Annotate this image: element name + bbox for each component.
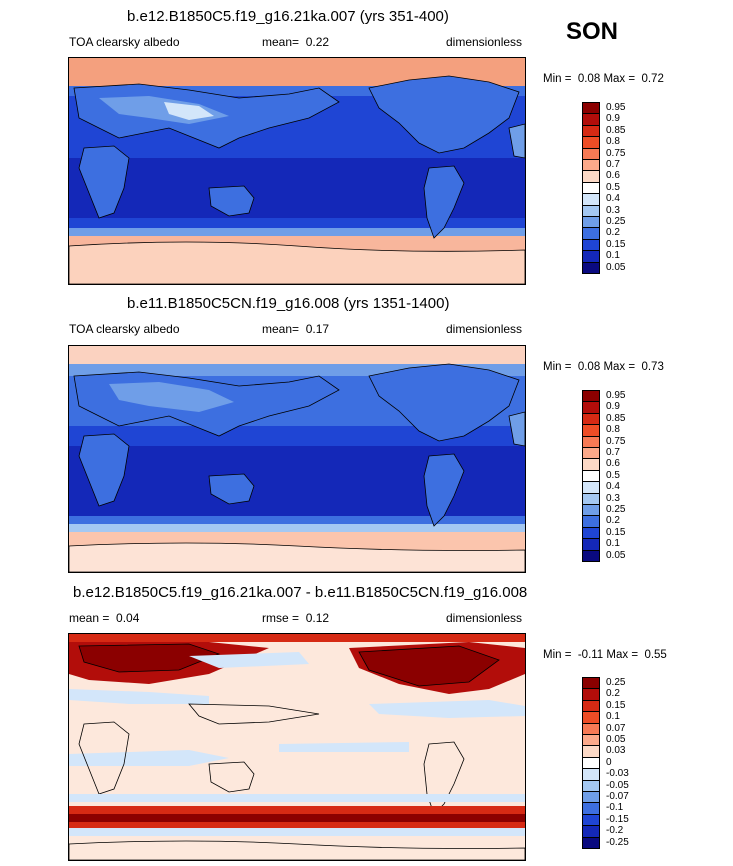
season-label: SON — [566, 18, 619, 45]
colorbar-tick-label: 0.05 — [606, 734, 626, 745]
colorbar-tick-label: 0.03 — [606, 745, 626, 757]
colorbar-tick-label: 0.15 — [606, 699, 626, 711]
colorbar-tick-label: -0.15 — [606, 813, 629, 825]
colorbar-swatch — [582, 836, 600, 849]
colorbar-tick-label: 0.4 — [606, 481, 620, 493]
colorbar-tick-label: 0.1 — [606, 538, 620, 550]
colorbar-tick-label: -0.03 — [606, 768, 629, 780]
panel1-title: b.e12.B1850C5.f19_g16.21ka.007 (yrs 351-… — [127, 8, 449, 25]
colorbar-tick-label: -0.2 — [606, 825, 624, 837]
colorbar-tick-label: 0.1 — [606, 711, 620, 723]
colorbar-tick-label: 0.05 — [606, 261, 626, 273]
colorbar-swatch — [582, 261, 600, 274]
panel3-map — [68, 633, 526, 861]
panel2-map — [68, 345, 526, 573]
colorbar-tick-label: 0.15 — [606, 526, 626, 538]
colorbar-tick-label: 0.6 — [606, 170, 620, 182]
panel2-max-value: 0.73 — [641, 361, 664, 373]
panel1-colorbar: 0.95 0.9 0.85 0.8 0.75 0.7 0.6 0.5 0.4 0.3 0.25 0.2… — [582, 102, 642, 274]
colorbar-tick-label: 0 — [606, 756, 612, 768]
colorbar-tick-label: 0.4 — [606, 193, 620, 205]
colorbar-tick-label: 0.05 — [606, 549, 626, 561]
colorbar-tick-label: 0.15 — [606, 238, 626, 250]
colorbar-tick-label: 0.85 — [606, 124, 626, 136]
colorbar-tick-label: 0.9 — [606, 401, 620, 413]
panel1-minmax: Min = 0.08 Max = 0.72 — [543, 73, 664, 85]
colorbar-tick-label: 0.75 — [606, 147, 626, 159]
colorbar-tick-label: 0.25 — [606, 504, 626, 515]
colorbar-tick-label: 0.3 — [606, 492, 620, 504]
panel2-variable-label: TOA clearsky albedo — [69, 322, 180, 336]
panel1-variable-label: TOA clearsky albedo — [69, 35, 180, 49]
colorbar-tick-label: 0.6 — [606, 458, 620, 470]
colorbar-tick-label: 0.9 — [606, 113, 620, 125]
panel3-title: b.e12.B1850C5.f19_g16.21ka.007 - b.e11.B… — [73, 584, 528, 601]
colorbar-tick-label: 0.3 — [606, 204, 620, 216]
panel3-min-value: -0.11 — [577, 649, 604, 661]
panel2-mean-label: mean= 0.17 — [262, 322, 330, 336]
colorbar-tick-label: 0.8 — [606, 136, 620, 148]
panel3-rmse-label: rmse = 0.12 — [262, 611, 330, 625]
panel1-max-value: 0.72 — [641, 73, 664, 85]
panel3-rmse-value: 0.12 — [305, 611, 330, 625]
panel2-min-value: 0.08 — [577, 361, 601, 373]
colorbar-tick-label: 0.07 — [606, 722, 626, 734]
colorbar-tick-label: 0.5 — [606, 469, 620, 481]
panel3-mean-value: 0.04 — [116, 611, 140, 625]
panel2-minmax: Min = 0.08 Max = 0.73 — [543, 361, 664, 373]
colorbar-tick-label: 0.7 — [606, 447, 620, 458]
colorbar-tick-label: 0.95 — [606, 102, 626, 113]
panel3-colorbar: 0.25 0.2 0.15 0.1 0.07 0.05 0.03 0 -0.03 -0.05 -0.… — [582, 677, 642, 849]
colorbar-tick-label: 0.8 — [606, 424, 620, 436]
colorbar-tick-label: 0.1 — [606, 250, 620, 262]
panel1-map — [68, 57, 526, 285]
colorbar-tick-label: 0.95 — [606, 390, 626, 401]
panel2-title: b.e11.B1850C5CN.f19_g16.008 (yrs 1351-14… — [127, 295, 450, 312]
colorbar-tick-label: 0.85 — [606, 412, 626, 424]
panel3-max-value: 0.55 — [644, 649, 667, 661]
colorbar-tick-label: 0.2 — [606, 515, 620, 527]
colorbar-tick-label: 0.2 — [606, 688, 620, 700]
panel3-units: dimensionless — [446, 611, 523, 625]
panel1-units: dimensionless — [446, 35, 523, 49]
colorbar-tick-label: 0.75 — [606, 435, 626, 447]
panel3-mean-label: mean = 0.04 — [69, 611, 140, 625]
panel1-min-value: 0.08 — [577, 73, 601, 85]
colorbar-tick-label: 0.7 — [606, 159, 620, 170]
colorbar-tick-label: -0.07 — [606, 791, 629, 802]
colorbar-tick-label: 0.2 — [606, 227, 620, 239]
panel1-mean-label: mean= 0.22 — [262, 35, 330, 49]
panel2-mean-value: 0.17 — [305, 322, 330, 336]
colorbar-tick-label: -0.05 — [606, 779, 629, 791]
panel1-mean-value: 0.22 — [305, 35, 330, 49]
colorbar-tick-label: -0.25 — [606, 836, 629, 848]
panel3-minmax: Min = -0.11 Max = 0.55 — [543, 649, 667, 661]
panel2-units: dimensionless — [446, 322, 523, 336]
colorbar-tick-label: -0.1 — [606, 802, 624, 814]
colorbar-tick-label: 0.5 — [606, 181, 620, 193]
colorbar-tick-label: 0.25 — [606, 677, 626, 688]
colorbar-tick-label: 0.25 — [606, 216, 626, 227]
colorbar-swatch — [582, 549, 600, 562]
panel2-colorbar: 0.95 0.9 0.85 0.8 0.75 0.7 0.6 0.5 0.4 0.3 0.25 0.2… — [582, 390, 642, 562]
